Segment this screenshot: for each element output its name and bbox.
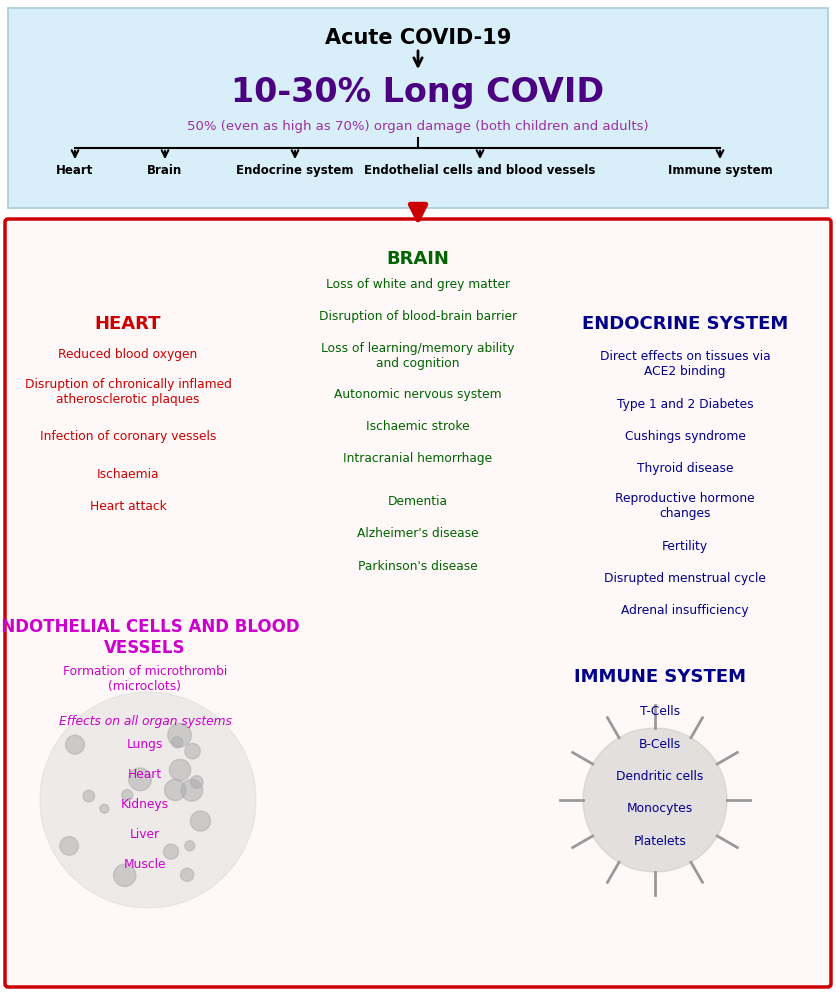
Text: Dendritic cells: Dendritic cells: [615, 770, 703, 783]
Circle shape: [114, 864, 135, 886]
Circle shape: [167, 723, 191, 747]
Text: Direct effects on tissues via
ACE2 binding: Direct effects on tissues via ACE2 bindi…: [599, 350, 769, 378]
Text: Disruption of blood-brain barrier: Disruption of blood-brain barrier: [319, 310, 517, 323]
Text: Endocrine system: Endocrine system: [236, 164, 354, 177]
Text: HEART: HEART: [94, 315, 161, 333]
Circle shape: [185, 743, 200, 759]
Text: Adrenal insufficiency: Adrenal insufficiency: [620, 604, 748, 617]
Text: Ischaemic stroke: Ischaemic stroke: [365, 420, 469, 433]
FancyBboxPatch shape: [5, 219, 830, 987]
Text: 50% (even as high as 70%) organ damage (both children and adults): 50% (even as high as 70%) organ damage (…: [187, 120, 648, 133]
Circle shape: [83, 790, 94, 802]
Circle shape: [181, 779, 202, 801]
Circle shape: [65, 735, 84, 754]
Circle shape: [129, 768, 151, 791]
Text: Loss of learning/memory ability
and cognition: Loss of learning/memory ability and cogn…: [321, 342, 514, 370]
Text: Parkinson's disease: Parkinson's disease: [358, 560, 477, 573]
Text: Infection of coronary vessels: Infection of coronary vessels: [40, 430, 216, 443]
Text: ENDOCRINE SYSTEM: ENDOCRINE SYSTEM: [581, 315, 788, 333]
Text: T-Cells: T-Cells: [640, 705, 679, 718]
Circle shape: [163, 844, 178, 859]
Circle shape: [191, 776, 203, 788]
Text: Platelets: Platelets: [633, 835, 686, 848]
Text: Effects on all organ systems: Effects on all organ systems: [59, 715, 232, 728]
Text: ENDOTHELIAL CELLS AND BLOOD
VESSELS: ENDOTHELIAL CELLS AND BLOOD VESSELS: [0, 618, 299, 657]
Text: Liver: Liver: [130, 828, 160, 841]
Text: Alzheimer's disease: Alzheimer's disease: [357, 527, 478, 540]
Circle shape: [60, 837, 79, 855]
Text: Ischaemia: Ischaemia: [97, 468, 159, 481]
Circle shape: [121, 790, 133, 801]
Text: Formation of microthrombi
(microclots): Formation of microthrombi (microclots): [63, 665, 227, 693]
Text: Autonomic nervous system: Autonomic nervous system: [334, 388, 502, 401]
Circle shape: [99, 804, 109, 813]
Text: Thyroid disease: Thyroid disease: [636, 462, 732, 475]
Text: Cushings syndrome: Cushings syndrome: [624, 430, 745, 443]
Text: Monocytes: Monocytes: [626, 802, 692, 815]
Text: Acute COVID-19: Acute COVID-19: [324, 28, 511, 48]
FancyBboxPatch shape: [8, 8, 827, 208]
Text: Lungs: Lungs: [127, 738, 163, 751]
Circle shape: [171, 737, 182, 748]
Text: Brain: Brain: [147, 164, 182, 177]
Text: Muscle: Muscle: [124, 858, 166, 871]
Circle shape: [185, 841, 195, 851]
Text: Heart attack: Heart attack: [89, 500, 166, 513]
Text: Loss of white and grey matter: Loss of white and grey matter: [325, 278, 509, 291]
Text: Reproductive hormone
changes: Reproductive hormone changes: [614, 492, 754, 520]
Text: Reduced blood oxygen: Reduced blood oxygen: [59, 348, 197, 361]
Text: BRAIN: BRAIN: [386, 250, 449, 268]
Text: Heart: Heart: [128, 768, 162, 781]
Circle shape: [169, 759, 191, 781]
Text: 10-30% Long COVID: 10-30% Long COVID: [232, 76, 604, 109]
Circle shape: [165, 779, 186, 801]
Text: B-Cells: B-Cells: [638, 738, 681, 751]
Text: Endothelial cells and blood vessels: Endothelial cells and blood vessels: [364, 164, 595, 177]
Text: IMMUNE SYSTEM: IMMUNE SYSTEM: [573, 668, 745, 686]
Text: Kidneys: Kidneys: [120, 798, 169, 811]
Text: Disrupted menstrual cycle: Disrupted menstrual cycle: [604, 572, 765, 585]
Text: Type 1 and 2 Diabetes: Type 1 and 2 Diabetes: [616, 398, 752, 411]
Text: Fertility: Fertility: [661, 540, 707, 553]
Text: Intracranial hemorrhage: Intracranial hemorrhage: [343, 452, 492, 465]
Circle shape: [190, 811, 210, 831]
Circle shape: [583, 728, 726, 872]
Circle shape: [181, 868, 194, 881]
Text: Immune system: Immune system: [667, 164, 772, 177]
Text: Heart: Heart: [56, 164, 94, 177]
Circle shape: [40, 692, 256, 908]
Text: Dementia: Dementia: [388, 495, 447, 508]
Text: Disruption of chronically inflamed
atherosclerotic plaques: Disruption of chronically inflamed ather…: [24, 378, 232, 406]
